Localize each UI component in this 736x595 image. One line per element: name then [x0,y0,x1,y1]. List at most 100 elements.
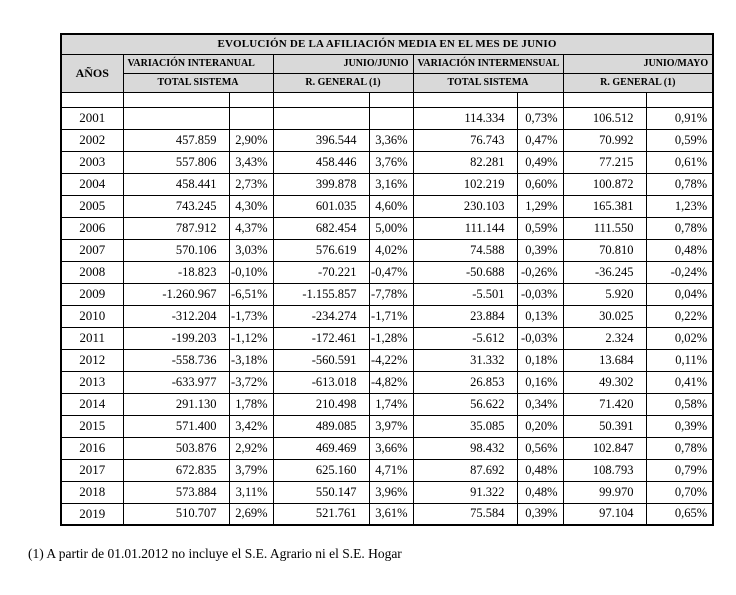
year-cell: 2010 [60,304,124,328]
year-cell: 2019 [60,502,124,526]
table-title: EVOLUCIÓN DE LA AFILIACIÓN MEDIA EN EL M… [60,33,714,55]
value-cell: 503.876 [122,436,230,460]
percent-cell: 0,20% [516,414,564,438]
table-row: 2008 -18.823 -0,10% -70.221 -0,47% -50.688 -0,… [60,260,714,284]
value-cell: -5.612 [412,326,518,350]
percent-cell: -3,18% [228,348,274,372]
percent-cell: 0,13% [516,304,564,328]
value-cell: 91.322 [412,480,518,504]
year-cell: 2014 [60,392,124,416]
year-cell: 2018 [60,480,124,504]
percent-cell: 4,71% [368,458,414,482]
interannual-variation-header: VARIACIÓN INTERANUAL [122,53,274,74]
value-cell: 76.743 [412,128,518,152]
value-cell: 576.619 [272,238,370,262]
percent-cell: 3,42% [228,414,274,438]
value-cell: -613.018 [272,370,370,394]
table-row: 2007 570.106 3,03% 576.619 4,02% 74.588 0,39% 7… [60,238,714,262]
value-cell: 23.884 [412,304,518,328]
percent-cell: 3,43% [228,150,274,174]
year-cell: 2015 [60,414,124,438]
percent-cell: 0,18% [516,348,564,372]
group-header-row: AÑOS VARIACIÓN INTERANUAL JUNIO/JUNIO VA… [60,53,714,93]
year-cell: 2013 [60,370,124,394]
value-cell: 102.847 [562,436,647,460]
value-cell: 550.147 [272,480,370,504]
value-cell: -560.591 [272,348,370,372]
value-cell: 111.144 [412,216,518,240]
year-cell: 2009 [60,282,124,306]
percent-cell: 4,02% [368,238,414,262]
percent-cell: 2,73% [228,172,274,196]
value-cell: 75.584 [412,502,518,526]
spacer-cell [516,91,564,108]
table-row: 2018 573.884 3,11% 550.147 3,96% 91.322 0,48% 9… [60,480,714,504]
value-cell: 108.793 [562,458,647,482]
value-cell: 100.872 [562,172,647,196]
spacer-cell [228,91,274,108]
percent-cell: 2,90% [228,128,274,152]
percent-cell: 0,73% [516,106,564,130]
year-cell: 2007 [60,238,124,262]
percent-cell: 0,91% [645,106,714,130]
value-cell: 5.920 [562,282,647,306]
value-cell: -18.823 [122,260,230,284]
value-cell: 49.302 [562,370,647,394]
value-cell: 114.334 [412,106,518,130]
table-row: 2005 743.245 4,30% 601.035 4,60% 230.103 1,29%… [60,194,714,218]
percent-cell: 0,56% [516,436,564,460]
spacer-cell [368,91,414,108]
value-cell: -633.977 [122,370,230,394]
percent-cell: 4,37% [228,216,274,240]
value-cell: 102.219 [412,172,518,196]
value-cell: -558.736 [122,348,230,372]
percent-cell: 2,69% [228,502,274,526]
value-cell: 2.324 [562,326,647,350]
value-cell: -199.203 [122,326,230,350]
percent-cell: -1,12% [228,326,274,350]
percent-cell: 0,22% [645,304,714,328]
value-cell: -50.688 [412,260,518,284]
value-cell: 31.332 [412,348,518,372]
table-row: 2012 -558.736 -3,18% -560.591 -4,22% 31.332 0,… [60,348,714,372]
value-cell: -70.221 [272,260,370,284]
value-cell [272,106,370,130]
percent-cell: -6,51% [228,282,274,306]
percent-cell: 1,78% [228,392,274,416]
percent-cell: 3,76% [368,150,414,174]
percent-cell: 0,02% [645,326,714,350]
percent-cell: 0,58% [645,392,714,416]
percent-cell: -0,47% [368,260,414,284]
year-cell: 2006 [60,216,124,240]
table-row: 2004 458.441 2,73% 399.878 3,16% 102.219 0,60%… [60,172,714,196]
year-cell: 2017 [60,458,124,482]
value-cell: 77.215 [562,150,647,174]
value-cell: 74.588 [412,238,518,262]
value-cell: 87.692 [412,458,518,482]
percent-cell: 1,29% [516,194,564,218]
year-cell: 2012 [60,348,124,372]
value-cell: 510.707 [122,502,230,526]
value-cell: -234.274 [272,304,370,328]
year-cell: 2002 [60,128,124,152]
value-cell: 458.441 [122,172,230,196]
value-cell: 570.106 [122,238,230,262]
june-june-header: JUNIO/JUNIO [272,53,414,74]
percent-cell: 3,66% [368,436,414,460]
percent-cell: 0,78% [645,436,714,460]
percent-cell: 0,34% [516,392,564,416]
percent-cell: 3,16% [368,172,414,196]
year-cell: 2016 [60,436,124,460]
value-cell: 457.859 [122,128,230,152]
total-system-header-1: TOTAL SISTEMA [122,72,274,93]
table-row: 2019 510.707 2,69% 521.761 3,61% 75.584 0,39% 9… [60,502,714,526]
value-cell: -36.245 [562,260,647,284]
percent-cell: -4,22% [368,348,414,372]
table-header: EVOLUCIÓN DE LA AFILIACIÓN MEDIA EN EL M… [60,33,714,93]
value-cell: -5.501 [412,282,518,306]
percent-cell: -1,73% [228,304,274,328]
value-cell: -1.155.857 [272,282,370,306]
value-cell: 56.622 [412,392,518,416]
value-cell: 50.391 [562,414,647,438]
